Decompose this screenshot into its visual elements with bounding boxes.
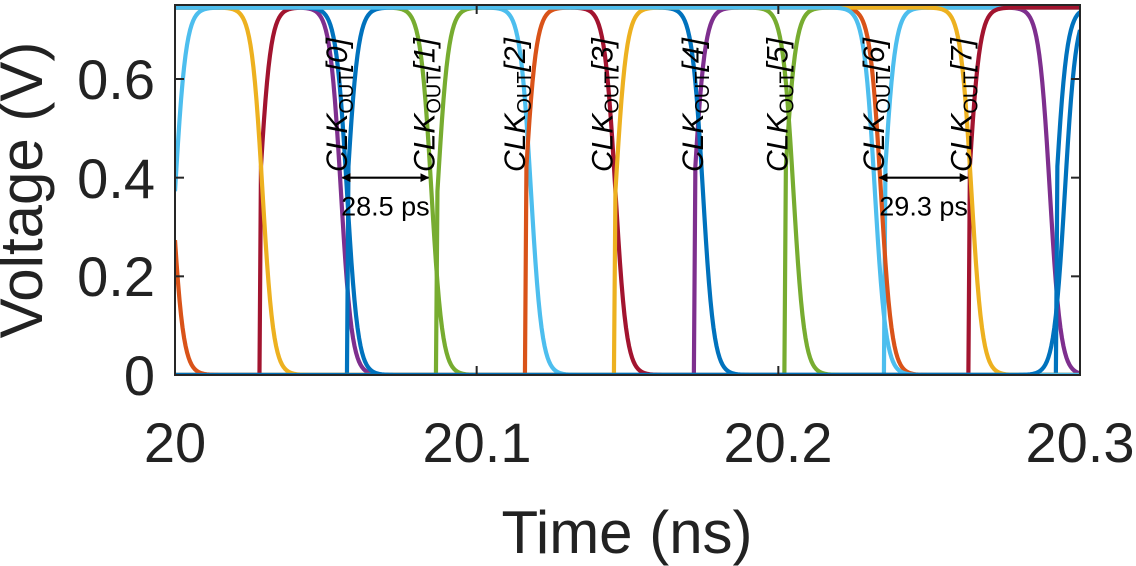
series-label-clkout-6: CLKOUT[6] — [858, 37, 895, 172]
series-label-prefix: CLK — [945, 112, 978, 172]
series-label-prefix: CLK — [586, 112, 619, 172]
series-label-index: [6] — [858, 37, 891, 72]
series-label-clkout-7: CLKOUT[7] — [945, 37, 982, 172]
series-label-clkout-1: CLKOUT[1] — [408, 37, 445, 172]
series-labels: CLKOUT[0]CLKOUT[1]CLKOUT[2]CLKOUT[3]CLKO… — [321, 37, 982, 172]
series-label-clkout-4: CLKOUT[4] — [677, 37, 714, 172]
y-tick-label: 0.4 — [77, 147, 155, 210]
x-tick-label: 20.2 — [724, 411, 833, 474]
y-tick-label: 0 — [124, 344, 155, 407]
series-label-prefix: CLK — [761, 112, 794, 172]
x-tick-label: 20.3 — [1026, 411, 1135, 474]
series-label-subscript: OUT — [873, 71, 895, 113]
y-tick-label: 0.2 — [77, 245, 155, 308]
series-label-subscript: OUT — [336, 71, 358, 113]
delay-label: 28.5 ps — [341, 192, 430, 222]
series-label-index: [1] — [408, 37, 441, 72]
series-label-subscript: OUT — [692, 71, 714, 113]
series-label-clkout-3: CLKOUT[3] — [586, 37, 623, 172]
series-label-prefix: CLK — [499, 112, 532, 172]
series-label-index: [3] — [586, 37, 619, 72]
series-line-clkout-7 — [175, 5, 1080, 375]
x-tick-label: 20 — [144, 411, 206, 474]
series-label-clkout-0: CLKOUT[0] — [321, 37, 358, 172]
series-label-index: [4] — [677, 37, 710, 72]
annotation-layer: 28.5 ps 29.3 ps — [341, 173, 969, 222]
series-label-subscript: OUT — [601, 71, 623, 113]
y-tick-label: 0.6 — [77, 48, 155, 111]
series-label-subscript: OUT — [776, 71, 798, 113]
series-line-blue-2 — [175, 5, 1080, 375]
series-label-clkout-5: CLKOUT[5] — [761, 37, 798, 172]
series-label-index: [0] — [321, 37, 354, 72]
series-label-prefix: CLK — [677, 112, 710, 172]
x-axis-label: Time (ns) — [501, 499, 752, 566]
waveform-layer — [175, 5, 1080, 375]
delay-label: 29.3 ps — [879, 192, 968, 222]
series-label-prefix: CLK — [321, 112, 354, 172]
series-label-index: [5] — [761, 37, 794, 72]
series-label-index: [7] — [945, 37, 978, 72]
x-tick-label: 20.1 — [423, 411, 532, 474]
axis-ticks — [174, 5, 1081, 376]
y-axis-label: Voltage (V) — [0, 42, 55, 339]
series-label-clkout-2: CLKOUT[2] — [499, 37, 536, 172]
plot-frame — [174, 4, 1081, 376]
series-label-subscript: OUT — [960, 71, 982, 113]
series-label-index: [2] — [499, 37, 532, 72]
series-label-prefix: CLK — [858, 112, 891, 172]
series-label-subscript: OUT — [423, 71, 445, 113]
series-label-prefix: CLK — [408, 112, 441, 172]
series-label-subscript: OUT — [514, 71, 536, 113]
